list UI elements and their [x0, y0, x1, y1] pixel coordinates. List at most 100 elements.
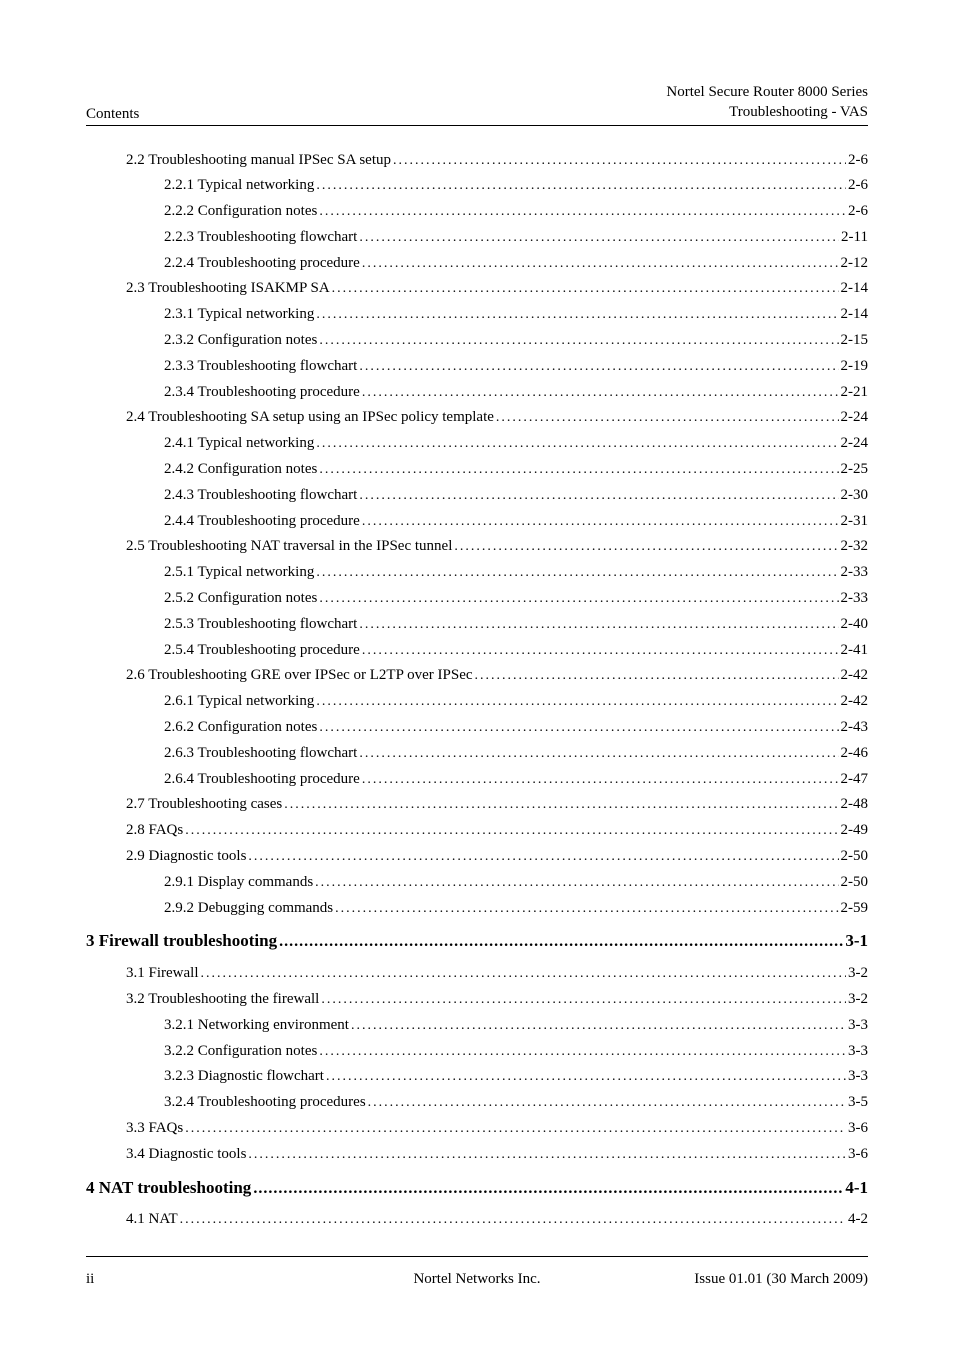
toc-entry: 3.4 Diagnostic tools3-6 — [86, 1142, 868, 1168]
toc-entry-page: 3-5 — [848, 1090, 868, 1116]
toc-entry-page: 3-1 — [845, 921, 868, 960]
toc-entry-title: 2.6.2 Configuration notes — [164, 715, 317, 741]
toc-entry-page: 2-32 — [841, 534, 869, 560]
toc-entry: 2.5.3 Troubleshooting flowchart 2-40 — [86, 612, 868, 638]
toc-entry: 2.5.1 Typical networking2-33 — [86, 560, 868, 586]
toc-entry: 3.1 Firewall3-2 — [86, 961, 868, 987]
toc-entry-title: 3.1 Firewall — [126, 961, 199, 987]
toc-leader-dots — [316, 560, 838, 586]
toc-entry-page: 3-6 — [848, 1116, 868, 1142]
toc-entry-page: 2-50 — [841, 844, 869, 870]
toc-entry-page: 2-14 — [841, 276, 869, 302]
toc-entry: 2.8 FAQs2-49 — [86, 818, 868, 844]
toc-entry-page: 2-47 — [841, 767, 869, 793]
toc-entry-page: 2-15 — [841, 328, 869, 354]
toc-entry-title: 2.3.2 Configuration notes — [164, 328, 317, 354]
toc-entry: 2.5.4 Troubleshooting procedure 2-41 — [86, 638, 868, 664]
toc-leader-dots — [359, 612, 838, 638]
toc-entry: 2.6.3 Troubleshooting flowchart 2-46 — [86, 741, 868, 767]
toc-leader-dots — [316, 173, 846, 199]
toc-entry: 2.2.2 Configuration notes2-6 — [86, 199, 868, 225]
toc-entry-page: 2-6 — [848, 148, 868, 174]
toc-entry-title: 2.6 Troubleshooting GRE over IPSec or L2… — [126, 663, 473, 689]
toc-entry: 2.6.1 Typical networking2-42 — [86, 689, 868, 715]
toc-leader-dots — [362, 380, 839, 406]
toc-entry: 4 NAT troubleshooting4-1 — [86, 1168, 868, 1208]
toc-entry: 2.6.4 Troubleshooting procedure2-47 — [86, 767, 868, 793]
toc-leader-dots — [185, 818, 838, 844]
toc-entry-title: 3.2.4 Troubleshooting procedures — [164, 1090, 366, 1116]
toc-entry-title: 2.9.1 Display commands — [164, 870, 313, 896]
toc-entry-page: 2-14 — [841, 302, 869, 328]
toc-entry: 2.3.3 Troubleshooting flowchart2-19 — [86, 354, 868, 380]
toc-entry-title: 2.3.1 Typical networking — [164, 302, 314, 328]
toc-entry-title: 2.4.4 Troubleshooting procedure — [164, 509, 360, 535]
toc-leader-dots — [279, 921, 843, 961]
toc-entry-page: 2-46 — [841, 741, 869, 767]
toc-entry-title: 2.3 Troubleshooting ISAKMP SA — [126, 276, 330, 302]
toc-leader-dots — [362, 638, 839, 664]
toc-entry-title: 2.9.2 Debugging commands — [164, 896, 333, 922]
footer-company: Nortel Networks Inc. — [86, 1271, 868, 1288]
toc-leader-dots — [321, 987, 846, 1013]
toc-entry-title: 2.4.2 Configuration notes — [164, 457, 317, 483]
toc-entry: 2.3 Troubleshooting ISAKMP SA 2-14 — [86, 276, 868, 302]
toc-entry-page: 2-41 — [841, 638, 869, 664]
toc-leader-dots — [359, 225, 839, 251]
toc-entry-title: 2.5.3 Troubleshooting flowchart — [164, 612, 357, 638]
toc-leader-dots — [201, 961, 847, 987]
toc-leader-dots — [319, 1039, 846, 1065]
toc-entry-page: 4-1 — [845, 1168, 868, 1207]
toc-leader-dots — [351, 1013, 846, 1039]
toc-entry: 2.2.1 Typical networking2-6 — [86, 173, 868, 199]
header-doc-title: Troubleshooting - VAS — [666, 102, 868, 122]
header-product-line: Nortel Secure Router 8000 Series — [666, 82, 868, 102]
toc-entry-title: 2.5.4 Troubleshooting procedure — [164, 638, 360, 664]
toc-entry-title: 3.2.1 Networking environment — [164, 1013, 349, 1039]
toc-entry: 4.1 NAT4-2 — [86, 1207, 868, 1233]
toc-entry-page: 2-40 — [841, 612, 869, 638]
toc-entry: 2.4.3 Troubleshooting flowchart2-30 — [86, 483, 868, 509]
toc-leader-dots — [316, 689, 838, 715]
toc-leader-dots — [368, 1090, 846, 1116]
toc-entry-page: 2-12 — [841, 251, 869, 277]
toc-entry-title: 2.2.3 Troubleshooting flowchart — [164, 225, 357, 251]
toc-leader-dots — [359, 483, 838, 509]
toc-leader-dots — [496, 405, 839, 431]
toc-leader-dots — [180, 1207, 846, 1233]
toc-leader-dots — [248, 844, 838, 870]
toc-entry-title: 3 Firewall troubleshooting — [86, 921, 277, 960]
toc-entry-title: 3.2 Troubleshooting the firewall — [126, 987, 319, 1013]
toc-leader-dots — [284, 792, 838, 818]
toc-entry-title: 3.2.3 Diagnostic flowchart — [164, 1064, 324, 1090]
toc-leader-dots — [319, 586, 838, 612]
toc-entry-page: 2-48 — [841, 792, 869, 818]
toc-entry: 3 Firewall troubleshooting 3-1 — [86, 921, 868, 961]
toc-entry-page: 2-33 — [841, 586, 869, 612]
page-footer: ii Nortel Networks Inc. Issue 01.01 (30 … — [86, 1256, 868, 1288]
toc-entry-title: 2.7 Troubleshooting cases — [126, 792, 282, 818]
toc-entry-title: 2.2 Troubleshooting manual IPSec SA setu… — [126, 148, 391, 174]
toc-entry-title: 2.9 Diagnostic tools — [126, 844, 246, 870]
toc-entry: 2.2.4 Troubleshooting procedure 2-12 — [86, 251, 868, 277]
toc-entry-title: 2.3.4 Troubleshooting procedure — [164, 380, 360, 406]
toc-entry: 2.9.2 Debugging commands 2-59 — [86, 896, 868, 922]
toc-leader-dots — [335, 896, 838, 922]
toc-entry: 2.4.4 Troubleshooting procedure2-31 — [86, 509, 868, 535]
toc-entry: 2.6.2 Configuration notes 2-43 — [86, 715, 868, 741]
toc-leader-dots — [319, 715, 838, 741]
toc-entry-page: 2-43 — [841, 715, 869, 741]
toc-leader-dots — [454, 534, 838, 560]
toc-leader-dots — [319, 328, 838, 354]
toc-entry: 2.3.2 Configuration notes 2-15 — [86, 328, 868, 354]
toc-entry-title: 2.6.3 Troubleshooting flowchart — [164, 741, 357, 767]
toc-entry-page: 2-59 — [841, 896, 869, 922]
toc-entry-page: 4-2 — [848, 1207, 868, 1233]
toc-entry-title: 2.2.4 Troubleshooting procedure — [164, 251, 360, 277]
toc-entry-title: 2.2.1 Typical networking — [164, 173, 314, 199]
toc-entry-title: 2.4.3 Troubleshooting flowchart — [164, 483, 357, 509]
toc-entry-page: 2-50 — [841, 870, 869, 896]
toc-entry: 3.2.3 Diagnostic flowchart3-3 — [86, 1064, 868, 1090]
toc-entry: 3.2.4 Troubleshooting procedures 3-5 — [86, 1090, 868, 1116]
toc-entry-page: 2-42 — [841, 663, 869, 689]
